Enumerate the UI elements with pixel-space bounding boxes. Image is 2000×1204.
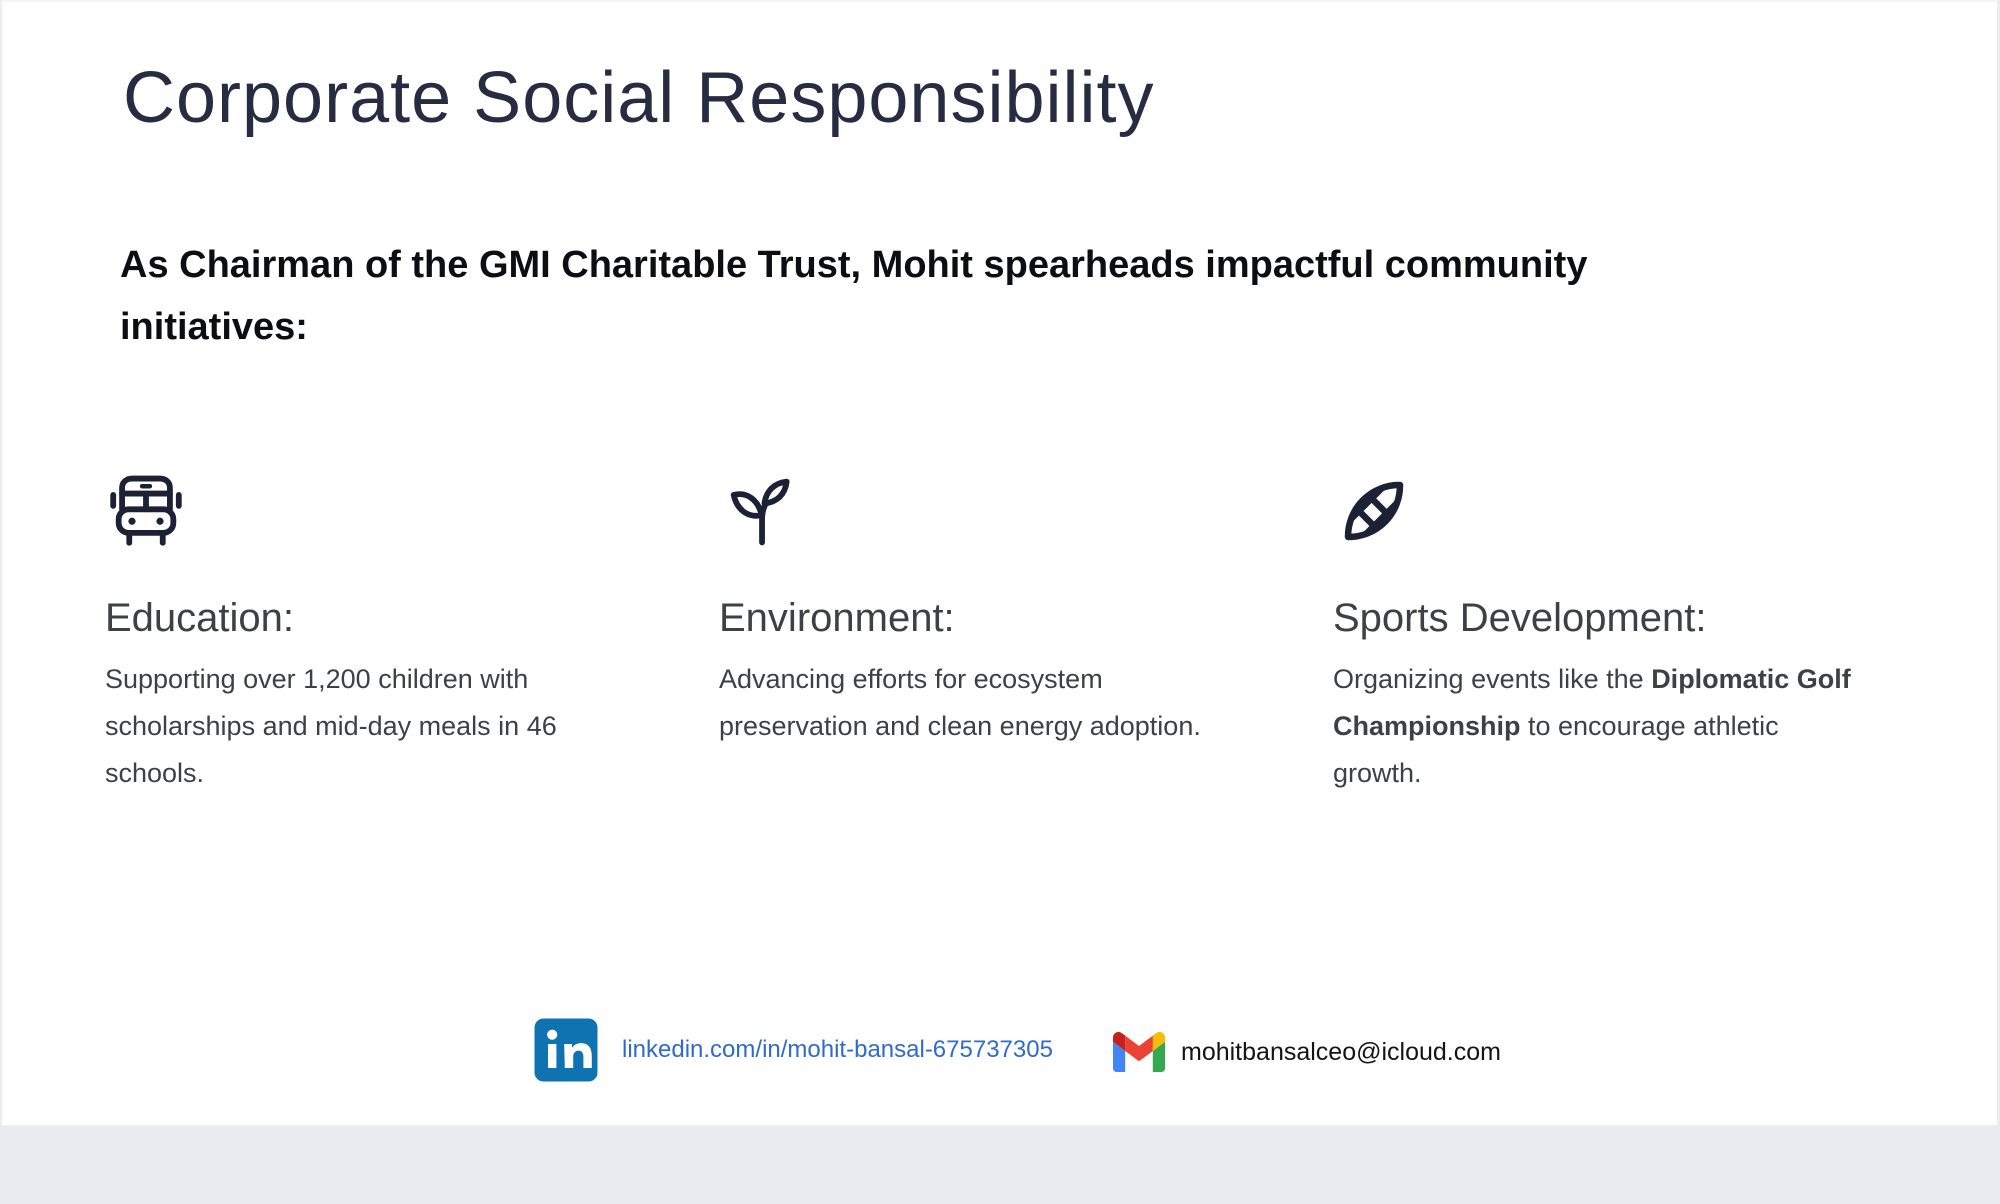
body-text-run: Organizing events like the [1333,664,1652,694]
linkedin-icon[interactable] [530,1014,602,1086]
sports-body: Organizing events like the Diplomatic Go… [1333,656,1871,797]
intro-text: As Chairman of the GMI Charitable Trust,… [120,244,1588,348]
column-sports: Sports Development: Organizing events li… [1333,470,1947,797]
initiative-columns: Education: Supporting over 1,200 childre… [105,470,1947,797]
education-body: Supporting over 1,200 children with scho… [105,656,595,797]
body-text-run-bold: Diplomatic Golf Championship [1333,664,1851,741]
environment-heading: Environment: [719,596,955,640]
page-title: Corporate Social Responsibility [123,58,1155,138]
column-education: Education: Supporting over 1,200 childre… [105,470,719,797]
bottom-band [0,1125,2000,1204]
body-text-run: Supporting over 1,200 children with scho… [105,664,557,788]
rugby-ball-icon [1333,470,1947,552]
email-contact: mohitbansalceo@icloud.com [1113,1030,1501,1074]
body-text-run: to encourage athletic growth. [1333,711,1779,788]
environment-body: Advancing efforts for ecosystem preserva… [719,656,1239,750]
school-bus-icon [105,470,719,552]
gmail-icon [1113,1032,1165,1072]
column-environment: Environment: Advancing efforts for ecosy… [719,470,1333,797]
linkedin-contact: linkedin.com/in/mohit-bansal-675737305 [530,1013,1053,1087]
sports-heading: Sports Development: [1333,596,1707,640]
email-text: mohitbansalceo@icloud.com [1181,1037,1501,1066]
education-heading: Education: [105,596,295,640]
linkedin-link[interactable]: linkedin.com/in/mohit-bansal-675737305 [622,1036,1053,1063]
body-text-run: Advancing efforts for ecosystem preserva… [719,664,1201,741]
sprout-icon [719,470,1333,552]
